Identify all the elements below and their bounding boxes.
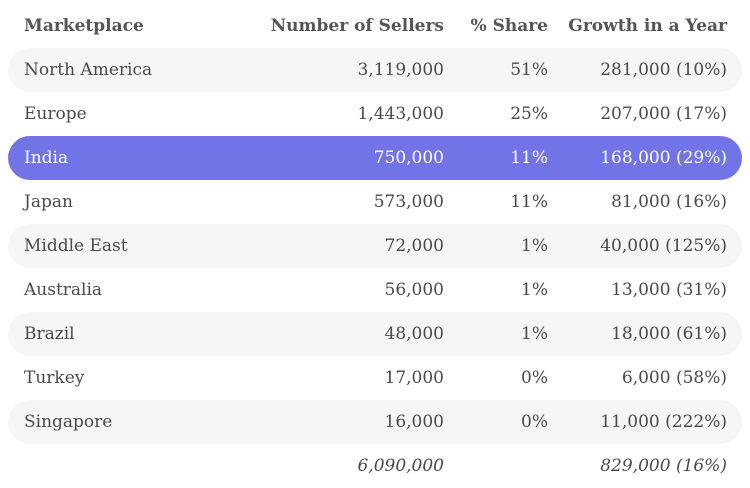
header-marketplace: Marketplace (24, 16, 144, 36)
cell-share: 0% (521, 412, 548, 432)
cell-share: 0% (521, 368, 548, 388)
header-growth: Growth in a Year (568, 16, 727, 36)
cell-share: 25% (510, 104, 548, 124)
cell-share: 1% (521, 280, 548, 300)
cell-sellers: 573,000 (373, 192, 444, 212)
table-row: Brazil 48,000 1% 18,000 (61%) (8, 312, 742, 356)
header-share: % Share (470, 16, 549, 36)
cell-sellers: 16,000 (384, 412, 444, 432)
cell-growth: 13,000 (31%) (611, 280, 727, 300)
cell-marketplace: North America (24, 60, 153, 80)
cell-marketplace: Turkey (24, 368, 85, 388)
cell-sellers: 72,000 (384, 236, 444, 256)
table-row-highlighted: India 750,000 11% 168,000 (29%) (8, 136, 742, 180)
table-row: North America 3,119,000 51% 281,000 (10%… (8, 48, 742, 92)
cell-sellers: 750,000 (373, 148, 444, 168)
cell-growth: 81,000 (16%) (611, 192, 727, 212)
cell-growth: 168,000 (29%) (600, 148, 727, 168)
cell-growth: 18,000 (61%) (611, 324, 727, 344)
table-row: Middle East 72,000 1% 40,000 (125%) (8, 224, 742, 268)
cell-marketplace: Australia (24, 280, 103, 300)
cell-sellers: 1,443,000 (357, 104, 444, 124)
table-totals-row: 6,090,000 829,000 (16%) (8, 444, 742, 488)
cell-growth: 281,000 (10%) (600, 60, 727, 80)
table-row: Australia 56,000 1% 13,000 (31%) (8, 268, 742, 312)
cell-share: 1% (521, 236, 548, 256)
total-sellers: 6,090,000 (357, 456, 444, 476)
cell-share: 11% (510, 192, 548, 212)
cell-marketplace: Singapore (24, 412, 113, 432)
cell-marketplace: Japan (24, 192, 73, 212)
total-growth: 829,000 (16%) (600, 456, 727, 476)
cell-growth: 207,000 (17%) (600, 104, 727, 124)
cell-sellers: 56,000 (384, 280, 444, 300)
cell-marketplace: Europe (24, 104, 87, 124)
cell-sellers: 48,000 (384, 324, 444, 344)
cell-growth: 11,000 (222%) (600, 412, 727, 432)
cell-share: 11% (510, 148, 548, 168)
cell-growth: 40,000 (125%) (600, 236, 727, 256)
table-header: Marketplace Number of Sellers % Share Gr… (8, 4, 742, 48)
table-row: Turkey 17,000 0% 6,000 (58%) (8, 356, 742, 400)
cell-marketplace: Middle East (24, 236, 128, 256)
cell-share: 51% (510, 60, 548, 80)
table-row: Singapore 16,000 0% 11,000 (222%) (8, 400, 742, 444)
cell-sellers: 3,119,000 (357, 60, 444, 80)
cell-marketplace: Brazil (24, 324, 75, 344)
cell-share: 1% (521, 324, 548, 344)
header-sellers: Number of Sellers (270, 16, 444, 36)
cell-marketplace: India (24, 148, 69, 168)
cell-growth: 6,000 (58%) (621, 368, 727, 388)
cell-sellers: 17,000 (384, 368, 444, 388)
table-row: Japan 573,000 11% 81,000 (16%) (8, 180, 742, 224)
table-row: Europe 1,443,000 25% 207,000 (17%) (8, 92, 742, 136)
